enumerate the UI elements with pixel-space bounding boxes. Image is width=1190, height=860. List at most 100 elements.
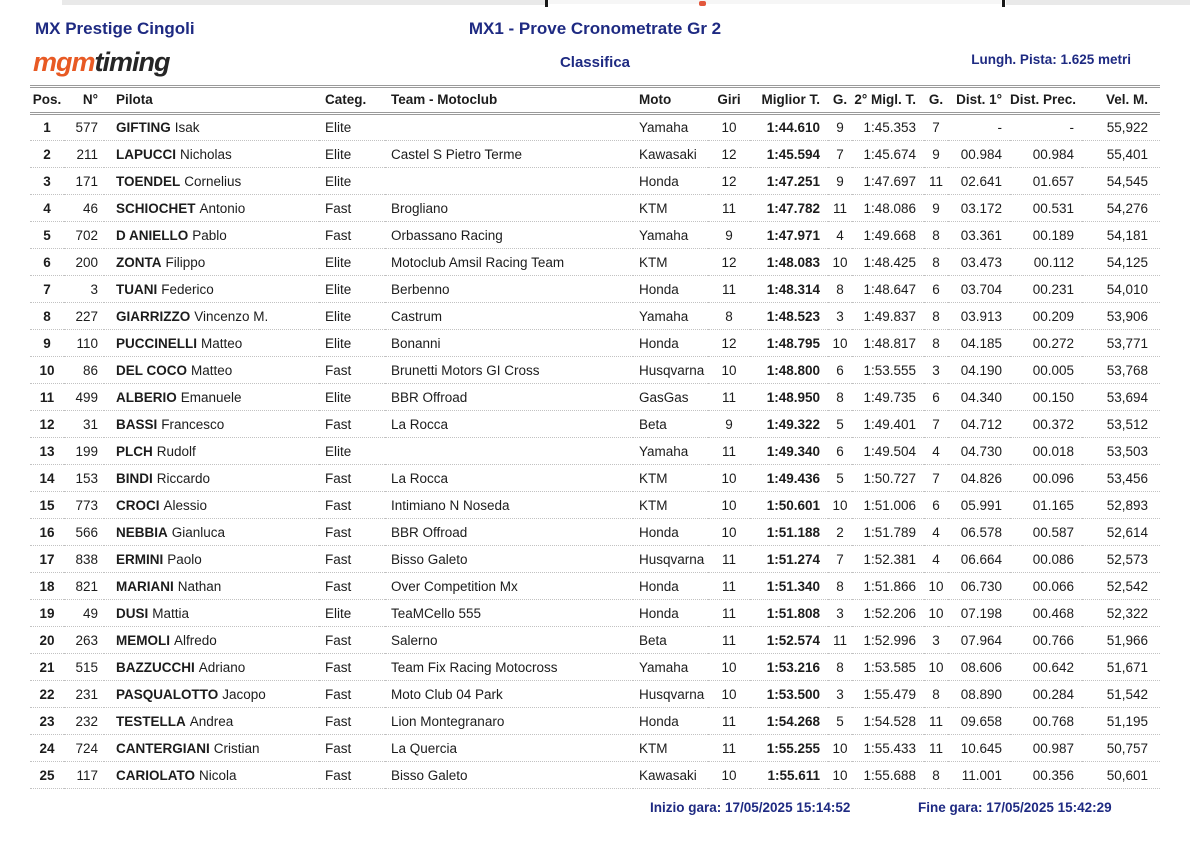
cell-rider: ALBERIO Emanuele bbox=[104, 383, 319, 411]
rider-surname: GIARRIZZO bbox=[116, 308, 191, 324]
cell-race-number: 49 bbox=[64, 599, 104, 627]
cell-position: 10 bbox=[30, 356, 64, 384]
cell-race-number: 227 bbox=[64, 302, 104, 330]
event-name: MX Prestige Cingoli bbox=[35, 19, 195, 38]
cell-second-lap: 10 bbox=[924, 653, 948, 681]
cell-best-lap: 9 bbox=[828, 113, 852, 141]
cell-moto: Yamaha bbox=[633, 302, 708, 330]
cell-avg-speed: 52,322 bbox=[1082, 599, 1160, 627]
cell-category: Elite bbox=[319, 275, 385, 303]
cell-laps: 12 bbox=[708, 248, 750, 276]
cell-best-time: 1:51.274 bbox=[750, 545, 828, 573]
cell-dist-first: - bbox=[948, 113, 1010, 141]
cell-best-time: 1:53.500 bbox=[750, 680, 828, 708]
toolbar-segment-middle bbox=[549, 0, 1001, 4]
cell-position: 1 bbox=[30, 113, 64, 141]
cell-position: 19 bbox=[30, 599, 64, 627]
cell-laps: 10 bbox=[708, 680, 750, 708]
cell-rider: LAPUCCI Nicholas bbox=[104, 140, 319, 168]
cell-second-lap: 6 bbox=[924, 491, 948, 519]
table-row: 25 117 CARIOLATO Nicola Fast Bisso Galeto… bbox=[30, 761, 1160, 789]
cell-laps: 10 bbox=[708, 518, 750, 546]
cell-laps: 10 bbox=[708, 356, 750, 384]
cell-moto: Kawasaki bbox=[633, 140, 708, 168]
cell-rider: DUSI Mattia bbox=[104, 599, 319, 627]
table-row: 6 200 ZONTA Filippo Elite Motoclub Amsil … bbox=[30, 248, 1160, 276]
rider-firstname: Nicholas bbox=[180, 146, 232, 162]
cell-position: 3 bbox=[30, 167, 64, 195]
rider-surname: ALBERIO bbox=[116, 389, 177, 405]
cell-laps: 11 bbox=[708, 626, 750, 654]
cell-best-lap: 7 bbox=[828, 545, 852, 573]
cell-best-time: 1:47.971 bbox=[750, 221, 828, 249]
cell-second-time: 1:45.353 bbox=[852, 113, 924, 141]
cell-second-time: 1:48.647 bbox=[852, 275, 924, 303]
cell-dist-prev: 01.165 bbox=[1010, 491, 1082, 519]
cell-dist-first: 08.890 bbox=[948, 680, 1010, 708]
cell-laps: 11 bbox=[708, 572, 750, 600]
cell-second-lap: 7 bbox=[924, 410, 948, 438]
rider-firstname: Paolo bbox=[167, 551, 202, 567]
cell-race-number: 46 bbox=[64, 194, 104, 222]
cell-second-lap: 8 bbox=[924, 302, 948, 330]
cell-avg-speed: 53,456 bbox=[1082, 464, 1160, 492]
cell-category: Fast bbox=[319, 707, 385, 735]
cell-laps: 11 bbox=[708, 275, 750, 303]
cell-moto: Honda bbox=[633, 572, 708, 600]
cell-team: Orbassano Racing bbox=[385, 221, 633, 249]
cell-avg-speed: 51,671 bbox=[1082, 653, 1160, 681]
col-header-best-lap: G. bbox=[828, 85, 852, 115]
table-row: 24 724 CANTERGIANI Cristian Fast La Querc… bbox=[30, 734, 1160, 762]
cell-best-lap: 5 bbox=[828, 464, 852, 492]
rider-firstname: Cornelius bbox=[184, 173, 242, 189]
cell-moto: Honda bbox=[633, 599, 708, 627]
cell-dist-prev: 00.468 bbox=[1010, 599, 1082, 627]
cell-second-lap: 4 bbox=[924, 545, 948, 573]
cell-category: Fast bbox=[319, 221, 385, 249]
cell-second-lap: 3 bbox=[924, 626, 948, 654]
cell-position: 11 bbox=[30, 383, 64, 411]
rider-firstname: Alfredo bbox=[174, 632, 217, 648]
cell-dist-first: 09.658 bbox=[948, 707, 1010, 735]
cell-position: 17 bbox=[30, 545, 64, 573]
cell-team: Castrum bbox=[385, 302, 633, 330]
table-row: 23 232 TESTELLA Andrea Fast Lion Montegra… bbox=[30, 707, 1160, 735]
cell-race-number: 263 bbox=[64, 626, 104, 654]
cell-moto: Honda bbox=[633, 167, 708, 195]
rider-surname: ZONTA bbox=[116, 254, 162, 270]
cell-best-lap: 11 bbox=[828, 626, 852, 654]
cell-category: Fast bbox=[319, 356, 385, 384]
table-row: 4 46 SCHIOCHET Antonio Fast Brogliano KTM… bbox=[30, 194, 1160, 222]
cell-best-lap: 8 bbox=[828, 275, 852, 303]
cell-second-lap: 8 bbox=[924, 680, 948, 708]
rider-surname: ERMINI bbox=[116, 551, 164, 567]
rider-surname: CROCI bbox=[116, 497, 160, 513]
cell-dist-prev: 00.642 bbox=[1010, 653, 1082, 681]
col-header-avg-speed: Vel. M. bbox=[1082, 85, 1160, 115]
cell-team: Brunetti Motors GI Cross bbox=[385, 356, 633, 384]
col-header-pos: Pos. bbox=[30, 85, 64, 115]
rider-surname: MARIANI bbox=[116, 578, 174, 594]
results-table-container: Pos. N° Pilota Categ. Team - Motoclub Mo… bbox=[30, 85, 1160, 789]
cell-team: La Rocca bbox=[385, 410, 633, 438]
cell-dist-first: 04.712 bbox=[948, 410, 1010, 438]
cell-avg-speed: 51,966 bbox=[1082, 626, 1160, 654]
cell-rider: CANTERGIANI Cristian bbox=[104, 734, 319, 762]
cell-rider: TUANI Federico bbox=[104, 275, 319, 303]
cell-team: Bisso Galeto bbox=[385, 761, 633, 789]
mgmtiming-logo: mgmtiming bbox=[33, 47, 171, 78]
table-row: 9 110 PUCCINELLI Matteo Elite Bonanni Hon… bbox=[30, 329, 1160, 357]
rider-firstname: Riccardo bbox=[156, 470, 211, 486]
cell-moto: KTM bbox=[633, 491, 708, 519]
rider-surname: BAZZUCCHI bbox=[116, 659, 195, 675]
cell-race-number: 515 bbox=[64, 653, 104, 681]
cell-best-lap: 8 bbox=[828, 572, 852, 600]
cell-best-lap: 7 bbox=[828, 140, 852, 168]
cell-rider: TESTELLA Andrea bbox=[104, 707, 319, 735]
col-header-team: Team - Motoclub bbox=[385, 85, 633, 115]
cell-avg-speed: 52,542 bbox=[1082, 572, 1160, 600]
cell-race-number: 232 bbox=[64, 707, 104, 735]
cell-rider: GIFTING Isak bbox=[104, 113, 319, 141]
cell-best-lap: 10 bbox=[828, 248, 852, 276]
cell-race-number: 199 bbox=[64, 437, 104, 465]
